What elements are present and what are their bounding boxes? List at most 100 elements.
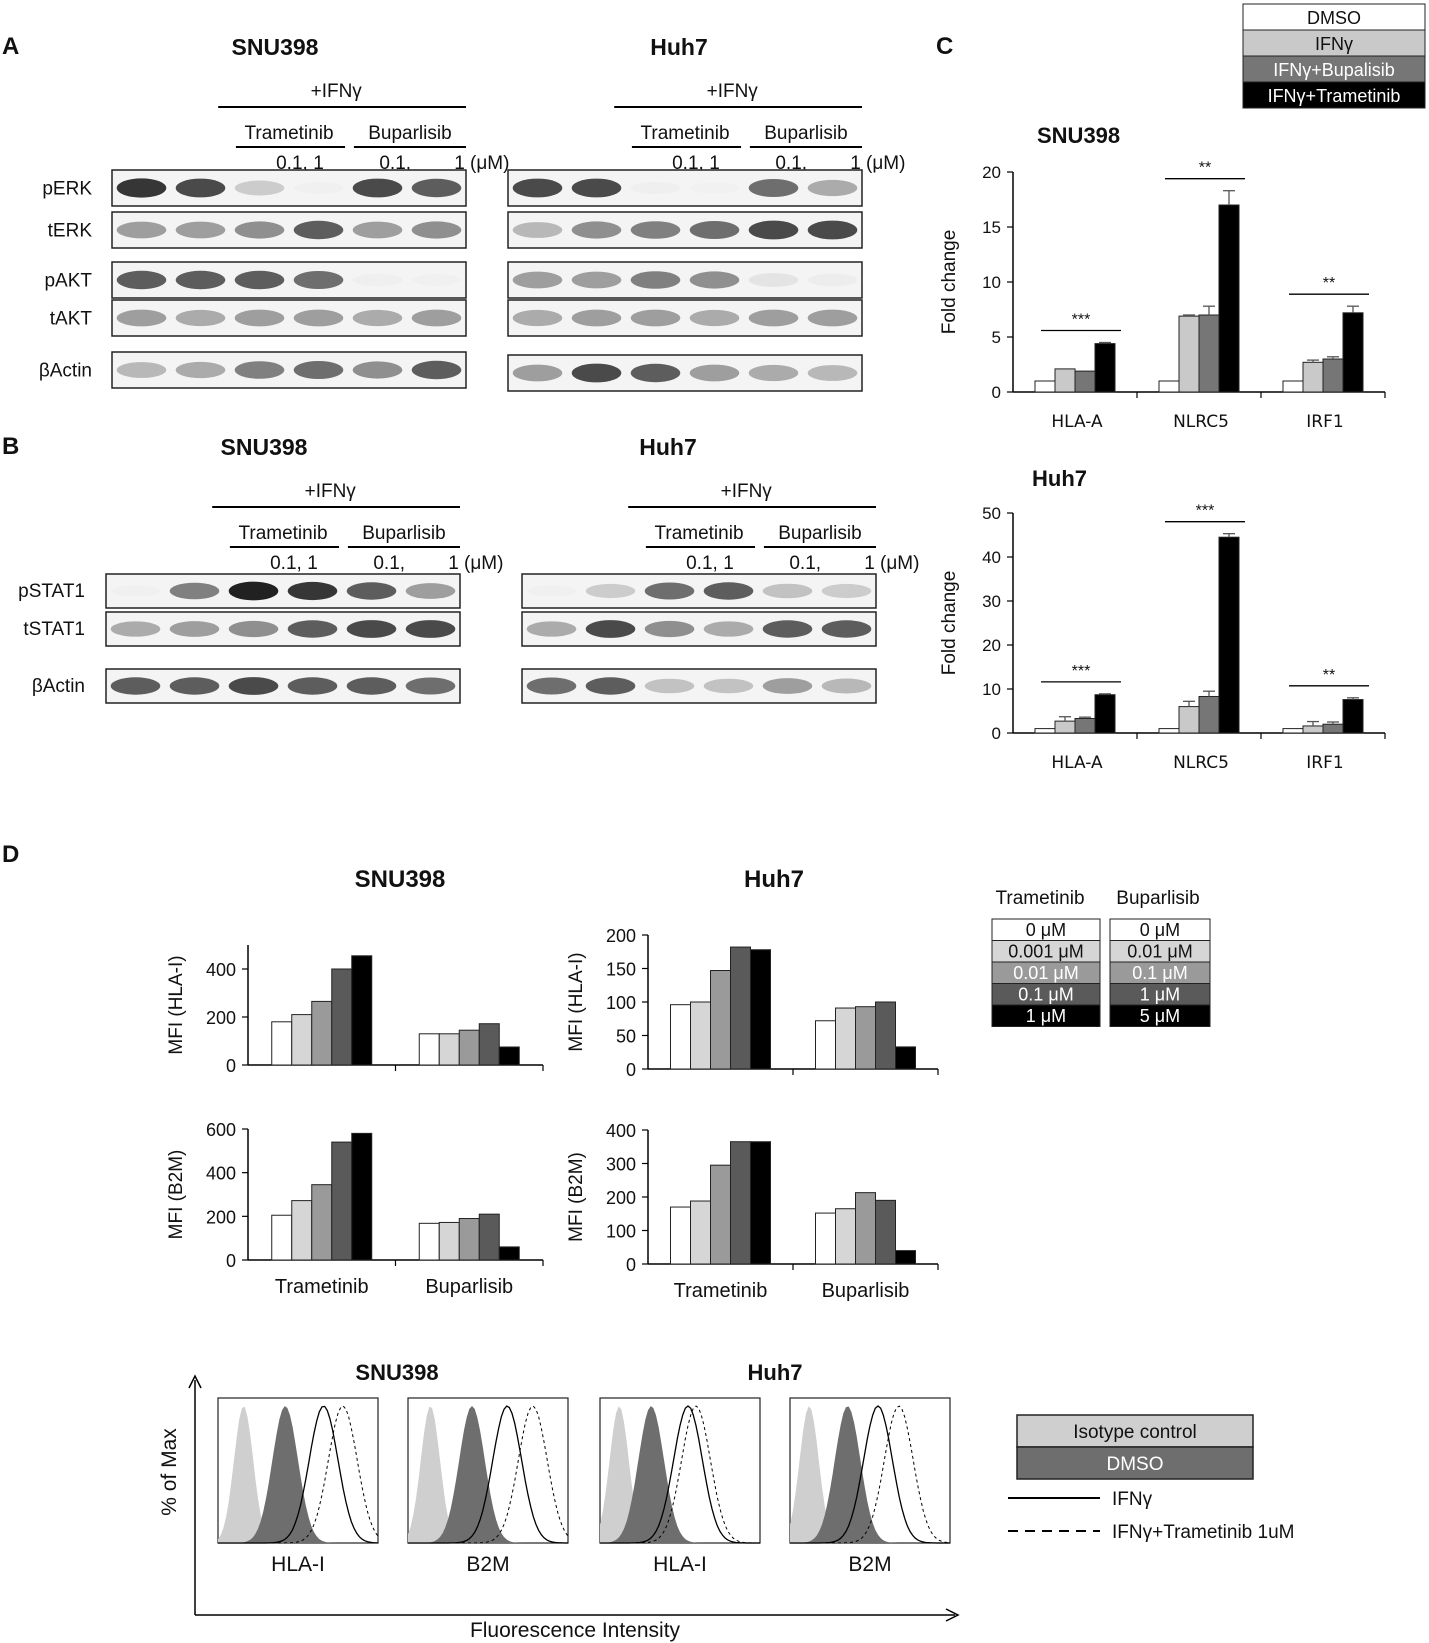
blot-row-label: tAKT <box>50 308 93 329</box>
blot-band <box>644 678 695 694</box>
panel-d-concentration-legend: Trametinib Buparlisib 0 μM0.001 μM0.01 μ… <box>991 888 1211 1027</box>
y-tick-label: 0 <box>992 383 1001 402</box>
dose-label: 0.1, <box>379 153 411 174</box>
category-label: HLA-A <box>1051 753 1103 773</box>
mfi-bar <box>438 1221 460 1261</box>
blot-band <box>807 179 858 197</box>
blot-frame <box>507 169 863 207</box>
blot-band <box>807 309 858 327</box>
y-tick-label: 50 <box>982 504 1001 523</box>
fold-change-bar <box>1054 720 1076 734</box>
concentration-label: 1 μM <box>1140 985 1180 1005</box>
blot-band <box>293 271 344 289</box>
blot-frame <box>105 668 461 704</box>
dose-label: 1 <box>307 553 318 574</box>
concentration-label: 0 μM <box>1140 920 1180 940</box>
legend-swatch-dmso <box>1242 3 1426 31</box>
ifng-label: +IFNγ <box>311 81 363 102</box>
mfi-bar <box>418 1222 440 1261</box>
mfi-bar <box>438 1033 460 1066</box>
blot-band <box>411 178 462 198</box>
blot-band <box>293 182 344 194</box>
flow-legend-ifng-label: IFNγ <box>1112 1489 1153 1510</box>
y-tick-label: 10 <box>982 680 1001 699</box>
dose-label: 0.1, <box>775 153 807 174</box>
fold-change-bar <box>1178 706 1200 734</box>
histogram-dmso <box>218 1406 378 1543</box>
mfi-bar <box>478 1023 500 1066</box>
y-tick-label: 50 <box>616 1027 636 1047</box>
y-tick-label: 15 <box>982 218 1001 237</box>
blot-band <box>748 309 799 327</box>
fold-change-bar <box>1322 723 1344 734</box>
chart-title: SNU398 <box>1037 123 1120 148</box>
blot-band <box>411 360 462 380</box>
blot-band <box>807 220 858 240</box>
histogram-isotype <box>790 1406 950 1543</box>
mfi-bar <box>730 1141 751 1265</box>
drug-label-buparlisib: Buparlisib <box>764 123 847 144</box>
fold-change-bar <box>1198 314 1220 393</box>
blot-frame <box>111 299 467 337</box>
mfi-bar <box>670 1004 691 1070</box>
y-tick-label: 400 <box>606 1121 636 1141</box>
blot-band <box>526 677 577 695</box>
flow-x-axis-label: Fluorescence Intensity <box>470 1619 681 1642</box>
mfi-bar <box>311 1000 333 1066</box>
dose-label: 1 <box>313 153 324 174</box>
mfi-bar <box>875 1001 896 1070</box>
fold-change-bar <box>1074 370 1096 393</box>
blot-band <box>689 271 740 289</box>
y-axis-label: MFI (HLA-I) <box>166 955 187 1054</box>
dose-label: 1 (μM) <box>448 553 503 574</box>
y-tick-label: 20 <box>982 163 1001 182</box>
y-tick-label: 0 <box>992 724 1001 743</box>
flow-legend-isotype-label: Isotype control <box>1073 1422 1197 1443</box>
mfi-bar <box>710 970 731 1070</box>
blot-band <box>411 273 462 287</box>
drug-label-buparlisib: Buparlisib <box>362 523 445 544</box>
y-axis-label: MFI (HLA-I) <box>566 952 587 1051</box>
mfi-bar <box>730 946 751 1070</box>
legend-label-ifng-bupalisib: IFNγ+Bupalisib <box>1273 60 1395 80</box>
histogram-dmso <box>408 1406 568 1543</box>
fold-change-bar <box>1342 699 1364 734</box>
fold-change-chart-huh7: Huh7 0 10 20 30 40 50 Fold change HLA-A *** NLRC5 *… <box>939 466 1386 773</box>
blot-band <box>293 220 344 240</box>
mfi-bar <box>855 1192 876 1265</box>
y-tick-label: 400 <box>206 1164 236 1184</box>
legend-swatch-ifng-trametinib <box>1242 81 1426 109</box>
fold-change-bar <box>1094 343 1116 393</box>
blot-band <box>689 364 740 382</box>
blot-band <box>571 221 622 239</box>
mfi-hla-chart-snu398: SNU398 0 200 400 MFI (HLA-I) <box>166 866 544 1076</box>
legend-label-ifng: IFNγ <box>1315 34 1353 54</box>
significance-label: *** <box>1196 503 1215 520</box>
blot-row-label: βActin <box>32 676 85 697</box>
blot-band <box>116 362 167 378</box>
blot-band <box>169 582 220 600</box>
dose-label: 0.1, <box>373 553 405 574</box>
mfi-bar <box>271 1214 293 1261</box>
category-label: Buparlisib <box>822 1280 910 1302</box>
category-label: Trametinib <box>275 1276 369 1298</box>
blot-band <box>405 583 456 599</box>
blot-band <box>585 583 636 599</box>
blot-frame <box>507 261 863 299</box>
histogram-marker-label: HLA-I <box>271 1553 325 1576</box>
mfi-bar <box>835 1208 856 1265</box>
fold-change-bar <box>1282 728 1304 734</box>
flow-y-arrow-icon <box>188 1374 202 1389</box>
blot-band <box>689 309 740 327</box>
blot-band <box>821 678 872 694</box>
drug-label-trametinib: Trametinib <box>640 123 729 144</box>
blot-band <box>703 621 754 637</box>
blot-band <box>352 273 403 287</box>
blot-band <box>703 678 754 694</box>
legend-label-ifng-trametinib: IFNγ+Trametinib <box>1268 86 1401 106</box>
blot-band <box>116 270 167 290</box>
blot-frame <box>105 611 461 647</box>
blot-band <box>110 677 161 695</box>
